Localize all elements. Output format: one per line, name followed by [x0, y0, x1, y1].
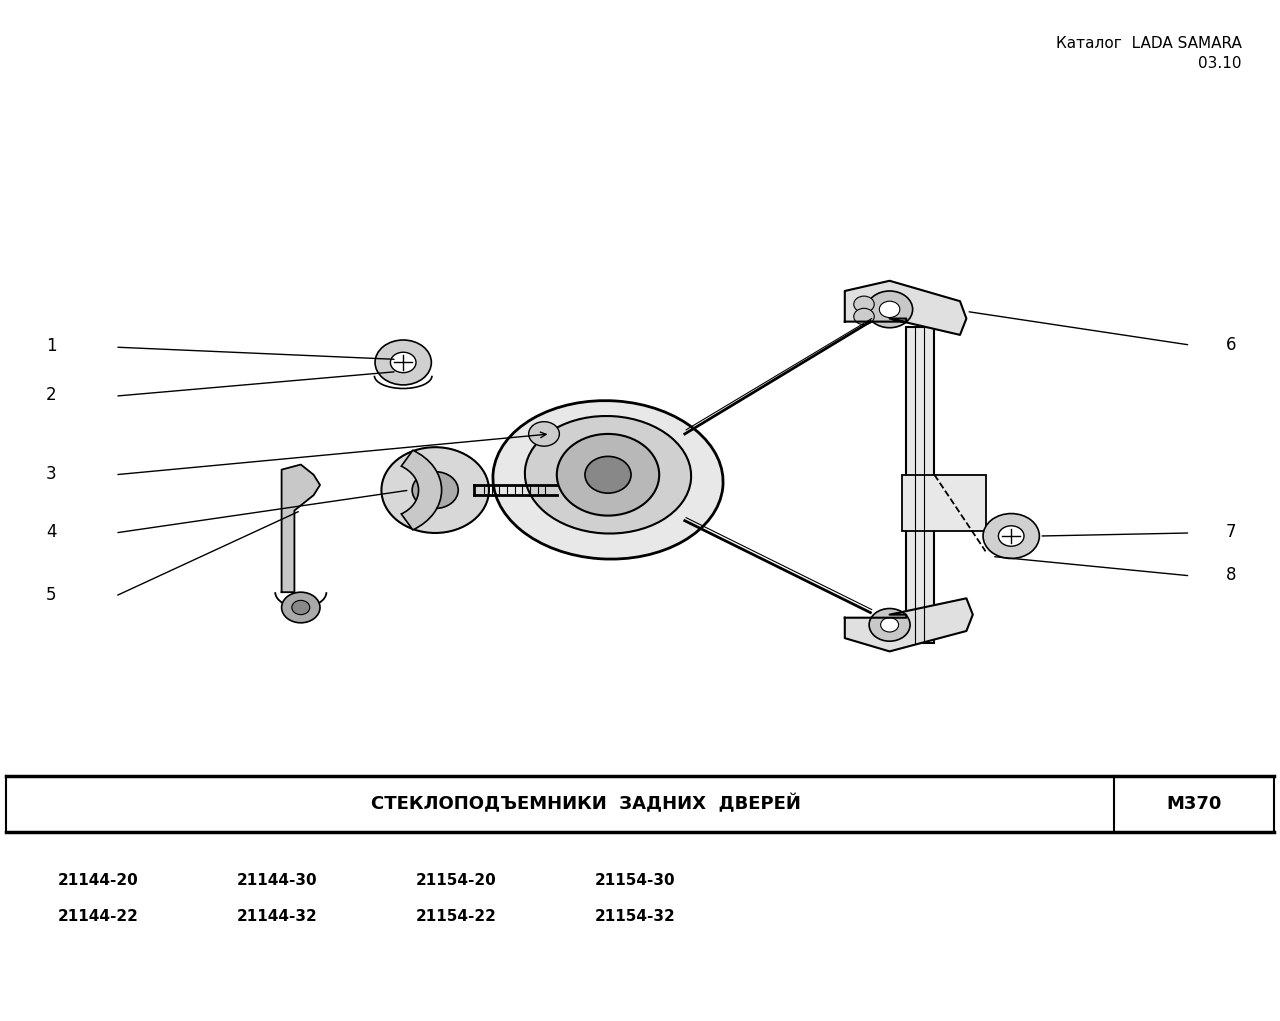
Ellipse shape [493, 400, 723, 560]
Bar [906, 327, 934, 643]
Text: 5: 5 [46, 586, 56, 604]
Text: 1: 1 [46, 337, 56, 355]
Polygon shape [845, 598, 973, 651]
Circle shape [869, 609, 910, 641]
Text: 21154-20: 21154-20 [416, 873, 497, 888]
Text: 21144-32: 21144-32 [237, 909, 317, 924]
Text: 03.10: 03.10 [1198, 56, 1242, 71]
Circle shape [557, 434, 659, 516]
Circle shape [998, 526, 1024, 546]
Text: 21144-22: 21144-22 [58, 909, 138, 924]
Text: 21144-20: 21144-20 [58, 873, 138, 888]
Circle shape [867, 291, 913, 328]
Ellipse shape [525, 416, 691, 534]
Circle shape [292, 600, 310, 615]
Circle shape [282, 592, 320, 623]
Circle shape [390, 352, 416, 373]
Text: Каталог  LADA SAMARA: Каталог LADA SAMARA [1056, 36, 1242, 51]
Circle shape [412, 472, 458, 508]
Text: СТЕКЛОПОДЪЕМНИКИ  ЗАДНИХ  ДВЕРЕЙ: СТЕКЛОПОДЪЕМНИКИ ЗАДНИХ ДВЕРЕЙ [371, 794, 800, 814]
Text: 8: 8 [1226, 566, 1236, 584]
Circle shape [529, 422, 559, 446]
Polygon shape [282, 465, 320, 592]
Text: 21154-32: 21154-32 [595, 909, 676, 924]
Text: 7: 7 [1226, 523, 1236, 541]
Text: 21154-22: 21154-22 [416, 909, 497, 924]
Text: 3: 3 [46, 465, 56, 483]
Text: 4: 4 [46, 523, 56, 541]
Text: 21144-30: 21144-30 [237, 873, 317, 888]
Circle shape [854, 296, 874, 312]
Text: 2: 2 [46, 386, 56, 404]
Text: М370: М370 [1166, 795, 1221, 813]
Text: 21154-30: 21154-30 [595, 873, 676, 888]
Circle shape [375, 340, 431, 385]
Polygon shape [845, 281, 966, 335]
Circle shape [879, 301, 900, 318]
Bar [902, 475, 986, 531]
Circle shape [881, 618, 899, 632]
Circle shape [381, 447, 489, 533]
Circle shape [983, 514, 1039, 558]
Circle shape [854, 308, 874, 325]
Circle shape [585, 456, 631, 493]
Text: 6: 6 [1226, 336, 1236, 354]
Wedge shape [402, 450, 442, 530]
